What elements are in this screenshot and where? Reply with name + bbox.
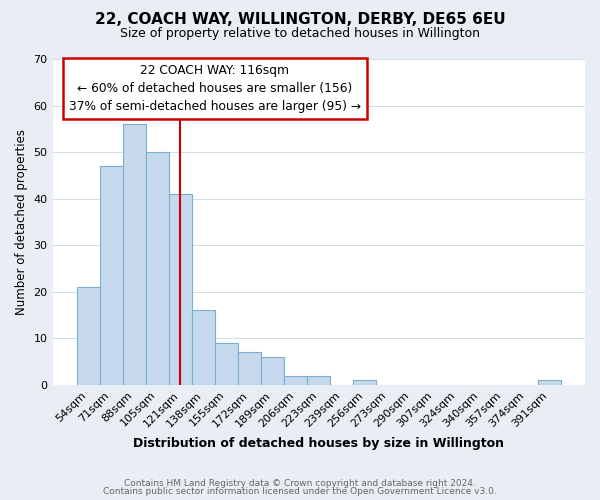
Bar [77,287,100,385]
Bar [146,152,169,385]
Text: Contains public sector information licensed under the Open Government Licence v3: Contains public sector information licen… [103,487,497,496]
Bar [123,124,146,385]
Bar [284,376,307,385]
Bar [100,166,123,385]
Bar [353,380,376,385]
Text: Contains HM Land Registry data © Crown copyright and database right 2024.: Contains HM Land Registry data © Crown c… [124,478,476,488]
Bar [307,376,330,385]
Bar [261,357,284,385]
Bar [215,343,238,385]
Text: 22 COACH WAY: 116sqm
← 60% of detached houses are smaller (156)
37% of semi-deta: 22 COACH WAY: 116sqm ← 60% of detached h… [69,64,361,113]
Y-axis label: Number of detached properties: Number of detached properties [15,129,28,315]
Text: 22, COACH WAY, WILLINGTON, DERBY, DE65 6EU: 22, COACH WAY, WILLINGTON, DERBY, DE65 6… [95,12,505,28]
Bar [538,380,561,385]
Text: Size of property relative to detached houses in Willington: Size of property relative to detached ho… [120,28,480,40]
Bar [238,352,261,385]
Bar [192,310,215,385]
Bar [169,194,192,385]
X-axis label: Distribution of detached houses by size in Willington: Distribution of detached houses by size … [133,437,504,450]
